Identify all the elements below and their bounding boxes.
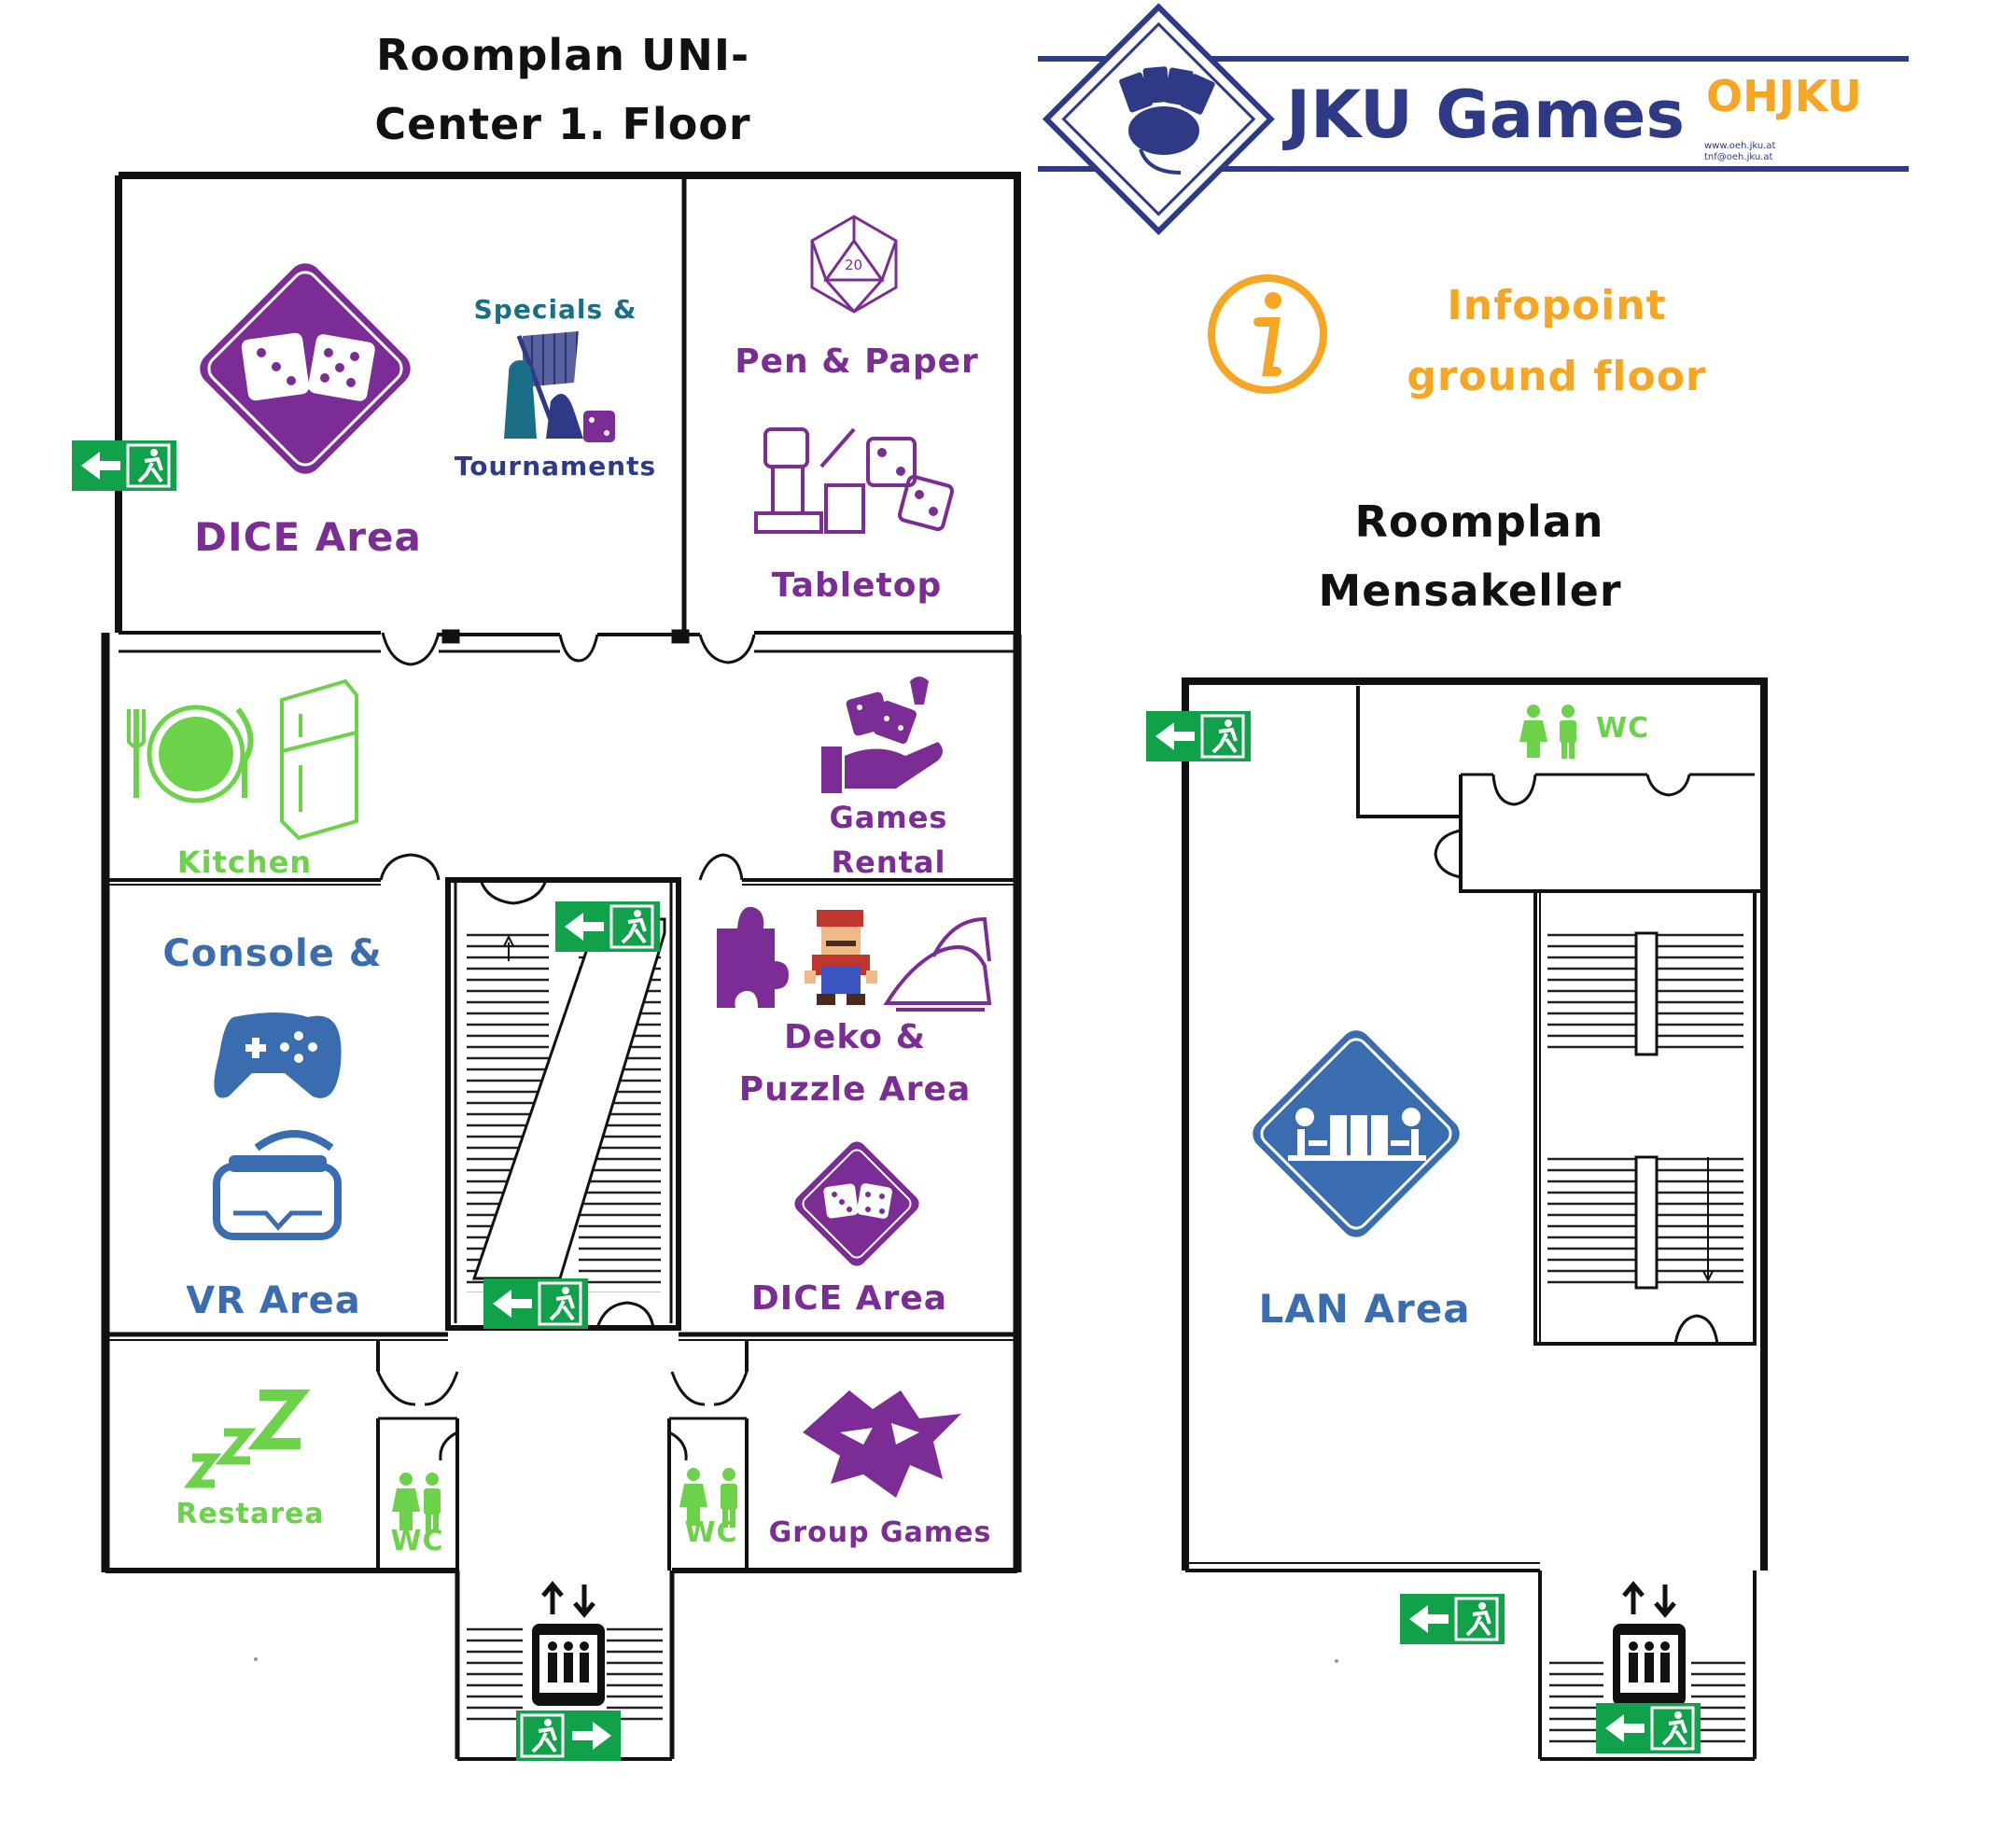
room-label-lan-area: LAN Area: [1258, 1286, 1471, 1332]
room-label-wc-left: WC: [390, 1525, 444, 1557]
room-label-rental: Rental: [831, 845, 946, 880]
emergency-exit-icon: [555, 901, 660, 952]
fridge-icon: [280, 678, 358, 841]
building-mensakeller: [1182, 677, 1768, 1761]
room-label-dice-area-top: DICE Area: [194, 514, 422, 560]
title-mensakeller-line1: Roomplan: [1354, 496, 1604, 547]
pixel-character-icon: [805, 910, 877, 1005]
room-label-wc-mensa: WC: [1596, 712, 1650, 745]
dice-diamond-icon: [200, 263, 411, 474]
staircase-first-floor: [467, 917, 666, 1292]
elevator-icon: [532, 1581, 605, 1706]
title-first-floor-line1: Roomplan UNI-: [375, 30, 750, 80]
room-label-deko: Deko &: [784, 1018, 926, 1056]
title-first-floor-line2: Center 1. Floor: [374, 99, 751, 149]
oh-contact-web: www.oeh.jku.at: [1704, 141, 1776, 151]
room-label-console: Console &: [162, 932, 383, 975]
toilet-icon: [392, 1468, 737, 1532]
miniature-icon: [754, 427, 955, 534]
emergency-exit-icon: [1596, 1703, 1701, 1753]
room-label-vr-area: VR Area: [186, 1279, 361, 1322]
oh-contact-mail: tnf@oeh.jku.at: [1704, 152, 1773, 162]
oh-jku-logo: OHJKU: [1706, 71, 1862, 121]
infopoint-line1: Infopoint: [1447, 282, 1667, 329]
emergency-exit-icon: [516, 1710, 621, 1761]
cards-mouse-icon: [1119, 66, 1215, 175]
sleep-icon: [183, 1389, 311, 1488]
emergency-exit-icon: [1146, 711, 1251, 761]
emergency-exit-icon: [72, 440, 176, 491]
room-label-restarea: Restarea: [175, 1498, 325, 1530]
info-icon: [1208, 274, 1327, 394]
vr-headset-icon: [213, 1130, 342, 1240]
room-label-puzzle-area: Puzzle Area: [738, 1070, 972, 1109]
room-label-wc-right: WC: [684, 1516, 738, 1549]
chess-flag-icon: [504, 331, 615, 442]
room-label-games: Games: [829, 800, 948, 835]
room-label-specials: Specials &: [473, 294, 637, 325]
room-label-group-games: Group Games: [768, 1516, 992, 1549]
room-label-pen-paper: Pen & Paper: [735, 342, 979, 381]
dice-diamond-small-icon: [794, 1141, 919, 1266]
stairwell-bottom-left: [457, 1624, 672, 1761]
infopoint-line2: ground floor: [1407, 353, 1707, 400]
iron-icon: [883, 916, 992, 1012]
d20-icon: 20: [810, 215, 898, 314]
hand-dice-icon: [821, 677, 943, 793]
staircase-mensakeller: [1547, 931, 1745, 1750]
emergency-exit-icon: [1400, 1594, 1505, 1644]
jku-games-logo-text: JKU Games: [1286, 77, 1686, 153]
wolf-icon: [803, 1390, 961, 1498]
room-label-tabletop: Tabletop: [771, 566, 943, 605]
title-mensakeller-line2: Mensakeller: [1318, 565, 1622, 616]
room-label-tournaments: Tournaments: [454, 451, 657, 482]
emergency-exit-icon: [483, 1278, 588, 1329]
toilet-mensa-icon: [1519, 705, 1576, 759]
room-label-dice-area-mid: DICE Area: [750, 1279, 948, 1318]
lan-diamond-icon: [1253, 1030, 1460, 1237]
room-label-kitchen: Kitchen: [176, 845, 313, 880]
gamepad-icon: [214, 1012, 342, 1098]
elevator-mensa-icon: [1613, 1581, 1686, 1706]
plate-icon: [127, 705, 254, 803]
svg-text:20: 20: [845, 257, 862, 273]
puzzle-icon: [717, 906, 789, 1008]
building-first-floor: [101, 172, 1022, 1759]
